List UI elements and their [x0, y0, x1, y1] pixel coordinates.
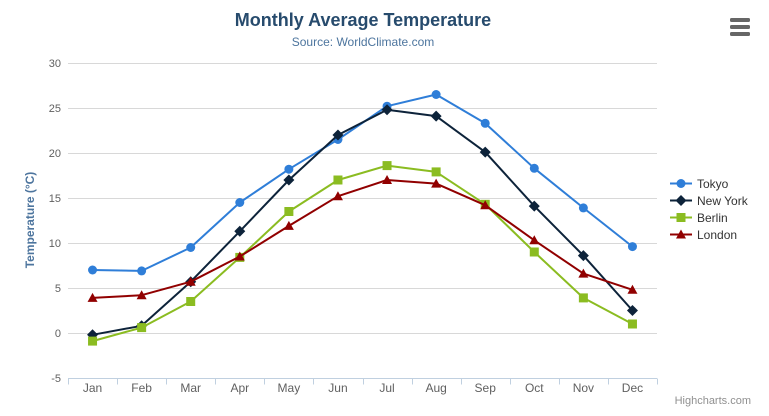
- x-axis-label: May: [278, 381, 301, 395]
- data-point-london[interactable]: [283, 220, 294, 230]
- data-point-berlin[interactable]: [382, 161, 392, 171]
- x-axis-label: Aug: [425, 381, 446, 395]
- data-point-tokyo[interactable]: [88, 265, 98, 275]
- x-axis-label: Mar: [180, 381, 201, 395]
- y-axis-label: 30: [49, 58, 61, 70]
- data-point-berlin[interactable]: [578, 293, 588, 303]
- data-point-berlin[interactable]: [627, 319, 637, 329]
- legend-marker-new-york: [670, 195, 692, 206]
- legend-label: Berlin: [697, 210, 728, 225]
- x-axis-label: Apr: [230, 381, 249, 395]
- legend-label: Tokyo: [697, 176, 729, 191]
- data-point-tokyo[interactable]: [627, 242, 637, 252]
- legend-symbol-tokyo[interactable]: [676, 179, 686, 188]
- data-point-berlin[interactable]: [284, 207, 294, 216]
- legend-label: New York: [697, 193, 748, 208]
- hamburger-icon: [730, 18, 750, 22]
- series-line-tokyo[interactable]: [91, 93, 634, 272]
- data-point-new-york[interactable]: [528, 200, 540, 212]
- data-point-new-york[interactable]: [283, 174, 295, 186]
- hamburger-icon: [730, 25, 750, 29]
- legend-marker-tokyo: [670, 179, 692, 188]
- data-point-london[interactable]: [480, 200, 491, 210]
- x-axis-label: Feb: [131, 381, 152, 395]
- data-point-tokyo[interactable]: [480, 118, 490, 128]
- data-point-berlin[interactable]: [333, 175, 343, 185]
- data-point-london[interactable]: [578, 268, 589, 278]
- y-axis-label: 15: [49, 193, 61, 205]
- data-point-berlin[interactable]: [88, 336, 98, 346]
- y-axis-label: 0: [55, 328, 61, 340]
- legend-marker-berlin: [670, 213, 692, 222]
- legend-item-tokyo[interactable]: Tokyo: [670, 175, 748, 192]
- data-point-tokyo[interactable]: [235, 198, 245, 207]
- y-axis-label: 20: [49, 148, 61, 160]
- x-axis-label: Jul: [379, 381, 394, 395]
- data-point-berlin[interactable]: [137, 323, 147, 333]
- data-point-new-york[interactable]: [332, 129, 344, 141]
- data-point-tokyo[interactable]: [284, 164, 294, 174]
- y-axis-label: 5: [55, 283, 61, 295]
- legend-symbol-new-york[interactable]: [675, 195, 687, 206]
- data-point-tokyo[interactable]: [186, 243, 196, 252]
- series-line-london[interactable]: [91, 179, 634, 299]
- data-point-london[interactable]: [627, 284, 638, 294]
- legend: Tokyo New York Berlin London: [670, 175, 748, 243]
- data-point-berlin[interactable]: [431, 167, 441, 177]
- hamburger-icon: [730, 32, 750, 36]
- x-axis-label: Jan: [83, 381, 102, 395]
- x-axis-label: Dec: [622, 381, 643, 395]
- y-axis-label: -5: [51, 373, 61, 385]
- series-line-new-york[interactable]: [91, 108, 634, 336]
- data-point-london[interactable]: [529, 235, 540, 245]
- legend-item-new-york[interactable]: New York: [670, 192, 748, 209]
- highcharts-credit[interactable]: Highcharts.com: [674, 395, 751, 407]
- chart-subtitle: Source: WorldClimate.com: [291, 35, 435, 49]
- data-point-london[interactable]: [431, 178, 442, 188]
- data-point-london[interactable]: [382, 175, 393, 184]
- data-point-london[interactable]: [332, 191, 343, 201]
- x-axis-label: Sep: [475, 381, 497, 395]
- data-point-new-york[interactable]: [577, 250, 589, 262]
- legend-label: London: [697, 227, 738, 242]
- x-axis-label: Oct: [525, 381, 544, 395]
- data-point-berlin[interactable]: [529, 247, 539, 257]
- legend-marker-london: [670, 229, 692, 239]
- chart-title: Monthly Average Temperature: [234, 10, 492, 30]
- data-point-tokyo[interactable]: [137, 266, 147, 276]
- y-axis-label: 25: [49, 103, 61, 115]
- data-point-london[interactable]: [87, 292, 98, 302]
- chart-context-menu-button[interactable]: [730, 18, 750, 36]
- data-point-tokyo[interactable]: [431, 90, 441, 99]
- data-point-london[interactable]: [136, 290, 147, 300]
- legend-item-berlin[interactable]: Berlin: [670, 209, 748, 226]
- data-point-london[interactable]: [185, 276, 196, 286]
- y-axis-label: 10: [49, 238, 61, 250]
- legend-symbol-london[interactable]: [676, 229, 686, 239]
- data-point-new-york[interactable]: [626, 305, 638, 316]
- data-point-london[interactable]: [234, 251, 245, 261]
- data-point-new-york[interactable]: [479, 146, 491, 158]
- x-axis-label: Nov: [573, 381, 594, 395]
- legend-symbol-berlin[interactable]: [676, 213, 686, 222]
- data-point-tokyo[interactable]: [578, 203, 588, 213]
- legend-item-london[interactable]: London: [670, 226, 748, 243]
- data-point-new-york[interactable]: [234, 225, 246, 237]
- series-line-berlin[interactable]: [91, 164, 634, 343]
- data-point-new-york[interactable]: [430, 110, 442, 122]
- data-point-berlin[interactable]: [186, 297, 196, 306]
- data-point-tokyo[interactable]: [529, 163, 539, 173]
- data-point-new-york[interactable]: [381, 104, 393, 116]
- x-axis-label: Jun: [328, 381, 347, 395]
